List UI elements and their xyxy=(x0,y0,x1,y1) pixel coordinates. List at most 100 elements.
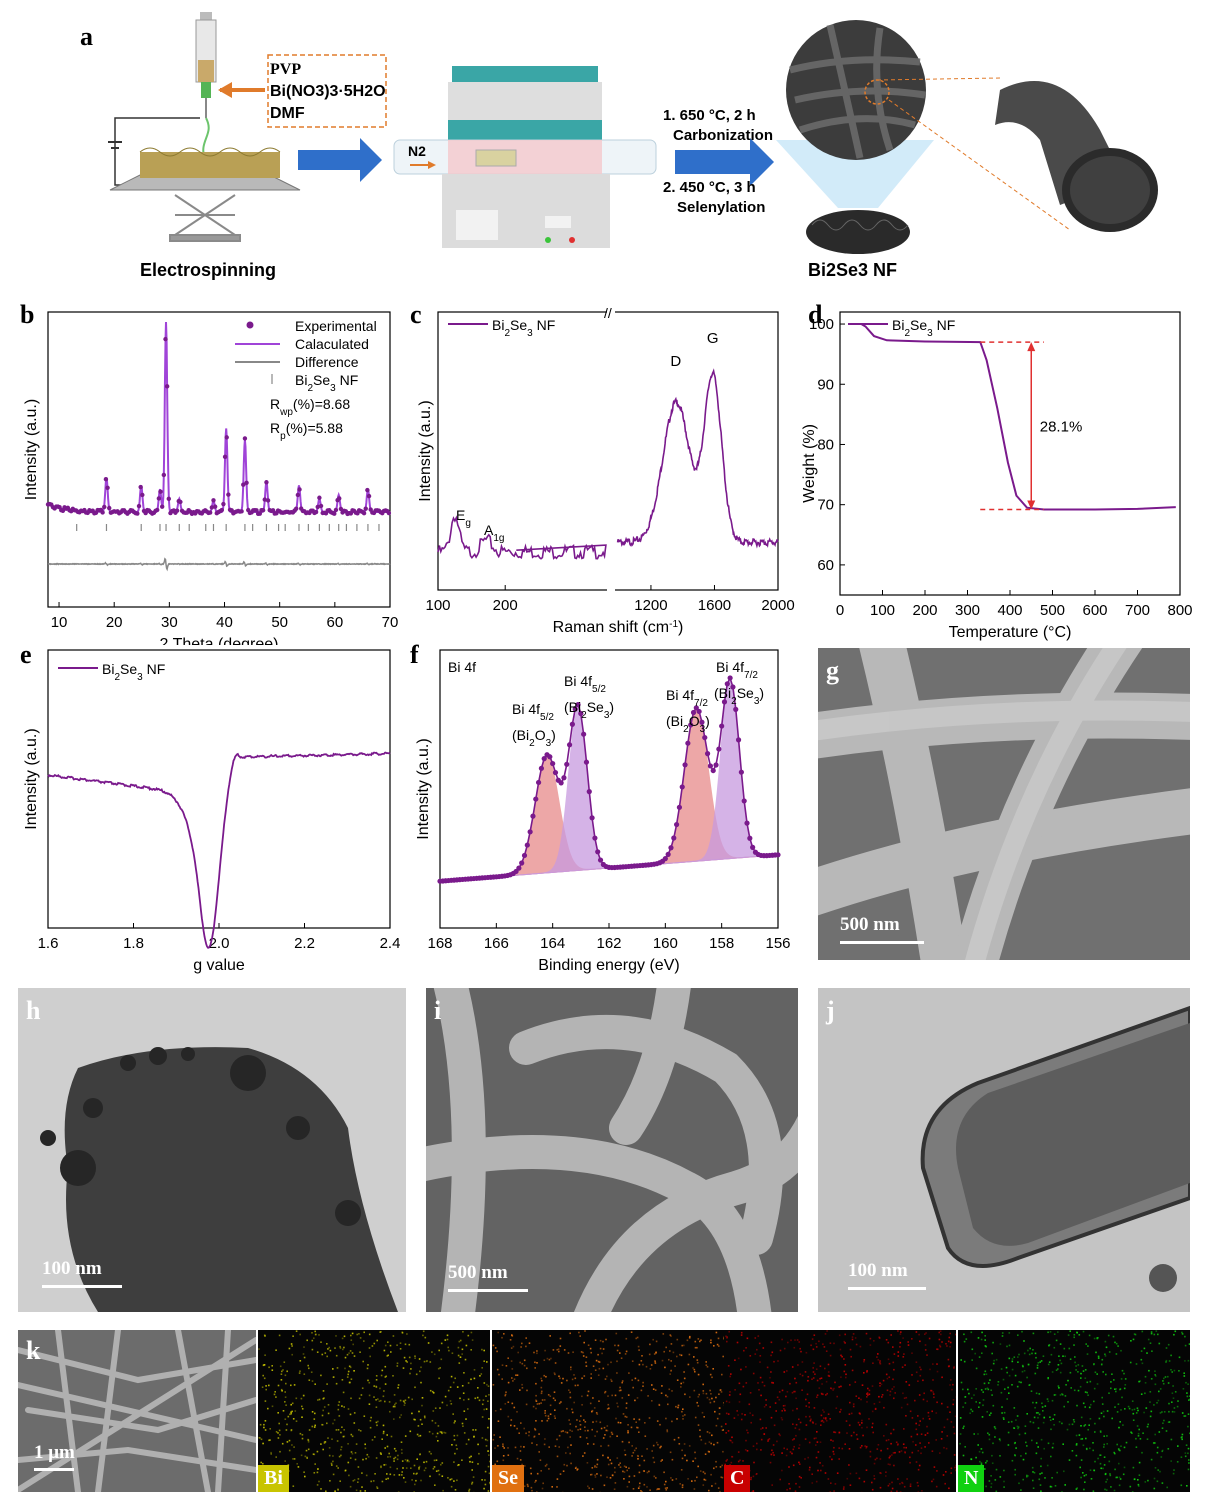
chart-c-peak-label-a1g: A1g xyxy=(484,522,504,544)
chart-b-legend-1: Calaculated xyxy=(295,336,369,352)
chart-b-exp-point-126 xyxy=(254,508,259,513)
panel-label-e: e xyxy=(20,640,32,669)
chart-b-exp-point-128 xyxy=(257,511,263,516)
chart-b-exp-point-118 xyxy=(241,482,246,487)
chart-b-frame xyxy=(47,311,391,608)
chart-b-exp-point-57 xyxy=(140,492,145,498)
chart-e-legend-label: Bi2Se3 NF xyxy=(102,661,165,683)
panel-label-g: g xyxy=(826,656,839,685)
chart-b-exp-point-164 xyxy=(317,495,322,500)
panel-label-k: k xyxy=(26,1336,41,1365)
chart-c-break-gap-bottom xyxy=(607,587,615,593)
eds-map-n: N xyxy=(958,1330,1190,1492)
chart-f-point-57 xyxy=(597,857,604,863)
scale-label-k: 1 μm xyxy=(34,1442,75,1463)
chart-b-legend-marker-0 xyxy=(246,321,254,329)
chart-f-point-101 xyxy=(721,699,728,705)
scale-label-j: 100 nm xyxy=(848,1260,908,1281)
chart-f-point-107 xyxy=(738,769,744,775)
chart-b-xticklabel-6: 70 xyxy=(382,614,399,631)
chart-b-exp-point-152 xyxy=(297,487,302,492)
process-arrow-2 xyxy=(675,138,774,186)
chart-e-xlabel: g value xyxy=(193,957,245,974)
chart-f-point-95 xyxy=(704,751,711,757)
chart-c-ylabel: Intensity (a.u.) xyxy=(417,400,434,501)
chart-d-xticklabel-6: 600 xyxy=(1082,602,1107,619)
precursor-3: DMF xyxy=(270,105,305,122)
chart-b-exp-point-132 xyxy=(264,480,269,485)
chart-f-xlabel: Binding energy (eV) xyxy=(538,957,679,974)
panel-label-j: j xyxy=(826,996,835,1025)
chart-b-exp-point-109 xyxy=(226,492,231,497)
chart-f-point-93 xyxy=(699,719,705,725)
single-fiber xyxy=(995,81,1158,232)
chart-c-peak-label-eg: Eg xyxy=(456,507,471,529)
chart-d-xticklabel-4: 400 xyxy=(997,602,1022,619)
chart-f-point-47 xyxy=(569,721,575,727)
chart-d-xticklabel-3: 300 xyxy=(955,602,980,619)
chart-b-legend-0: Experimental xyxy=(295,318,377,334)
chart-d-arrow-head-top xyxy=(1027,342,1036,352)
chart-f-point-55 xyxy=(592,835,598,841)
chart-f-point-111 xyxy=(750,844,756,850)
chart-f-point-40 xyxy=(550,760,556,767)
chart-f-xticklabel-5: 158 xyxy=(709,935,734,952)
scale-label-g: 500 nm xyxy=(840,914,900,935)
scale-label-h: 100 nm xyxy=(42,1258,102,1279)
chart-c-xlabel: Raman shift (cm-1) xyxy=(553,619,684,637)
chart-f-point-98 xyxy=(713,762,719,768)
chart-b-annotation-0: Rwp(%)=8.68 xyxy=(270,396,350,418)
chart-f-point-90 xyxy=(690,709,697,716)
chart-b-annotation-1: Rp(%)=5.88 xyxy=(270,420,343,442)
chart-f-point-89 xyxy=(688,722,694,728)
chart-b-exp-point-80 xyxy=(178,499,183,505)
panel-label-b: b xyxy=(20,300,35,329)
chart-f-point-44 xyxy=(561,775,567,781)
chart-d-xticklabel-1: 100 xyxy=(870,602,895,619)
chart-b-exp-point-99 xyxy=(209,505,215,510)
micrograph-j: j 100 nm xyxy=(818,988,1190,1312)
chart-d-yticklabel-0: 60 xyxy=(817,557,834,574)
chart-f-point-102 xyxy=(724,681,730,687)
chart-b-exp-point-54 xyxy=(135,511,140,516)
chart-b-exp-point-120 xyxy=(244,480,249,485)
chart-d-yticklabel-2: 80 xyxy=(817,436,834,453)
chart-c-peak-label-d: D xyxy=(670,353,681,370)
chart-f-point-110 xyxy=(747,835,753,841)
chart-b-exp-point-70 xyxy=(161,472,167,478)
chart-b-exp-point-191 xyxy=(361,510,367,516)
chart-d-xlabel: Temperature (°C) xyxy=(949,624,1072,641)
chart-b-exp-point-150 xyxy=(294,506,299,511)
chart-b-exp-point-206 xyxy=(386,510,392,516)
chart-b-exp-point-174 xyxy=(333,507,339,513)
chart-c-raman: // 100 200 1200 1600 2000 Raman shift (cm-1) In… xyxy=(417,305,795,637)
chart-b-exp-point-56 xyxy=(138,484,143,490)
chart-b-exp-point-73 xyxy=(166,496,172,502)
chart-b-exp-point-119 xyxy=(242,436,248,441)
chart-f-point-41 xyxy=(552,769,559,776)
chart-f-point-50 xyxy=(578,710,584,717)
syringe-illustration xyxy=(195,12,217,161)
chart-b-exp-point-131 xyxy=(262,497,267,502)
chart-c-series-low xyxy=(437,515,607,560)
chart-e-xticklabel-2: 2.0 xyxy=(209,935,230,952)
chart-b-ylabel: Intensity (a.u.) xyxy=(23,399,40,500)
chart-f-point-87 xyxy=(682,762,688,768)
chart-f-point-51 xyxy=(581,731,587,737)
chart-c-series-high xyxy=(616,368,779,549)
chart-b-xticklabel-0: 10 xyxy=(51,614,68,631)
chart-b-exp-point-108 xyxy=(224,435,229,440)
chart-f-point-37 xyxy=(541,756,547,762)
eds-map-c: C xyxy=(724,1330,956,1492)
chart-f-point-97 xyxy=(710,767,716,774)
step1-label: 1. 650 °C, 2 h xyxy=(663,107,756,124)
chart-f-point-84 xyxy=(674,821,680,828)
chart-f-point-53 xyxy=(586,789,592,795)
panel-label-f: f xyxy=(410,640,419,669)
chart-f-ylabel: Intensity (a.u.) xyxy=(415,738,432,839)
chart-c-xticklabel-2: 1200 xyxy=(634,597,667,614)
chart-b-xrd: 10 20 30 40 50 60 70 2 Theta (degree) Intensity … xyxy=(23,311,399,645)
chart-b-legend-2: Difference xyxy=(295,354,359,370)
chart-b-exp-point-106 xyxy=(221,501,226,507)
chart-d-xticklabel-0: 0 xyxy=(836,602,844,619)
